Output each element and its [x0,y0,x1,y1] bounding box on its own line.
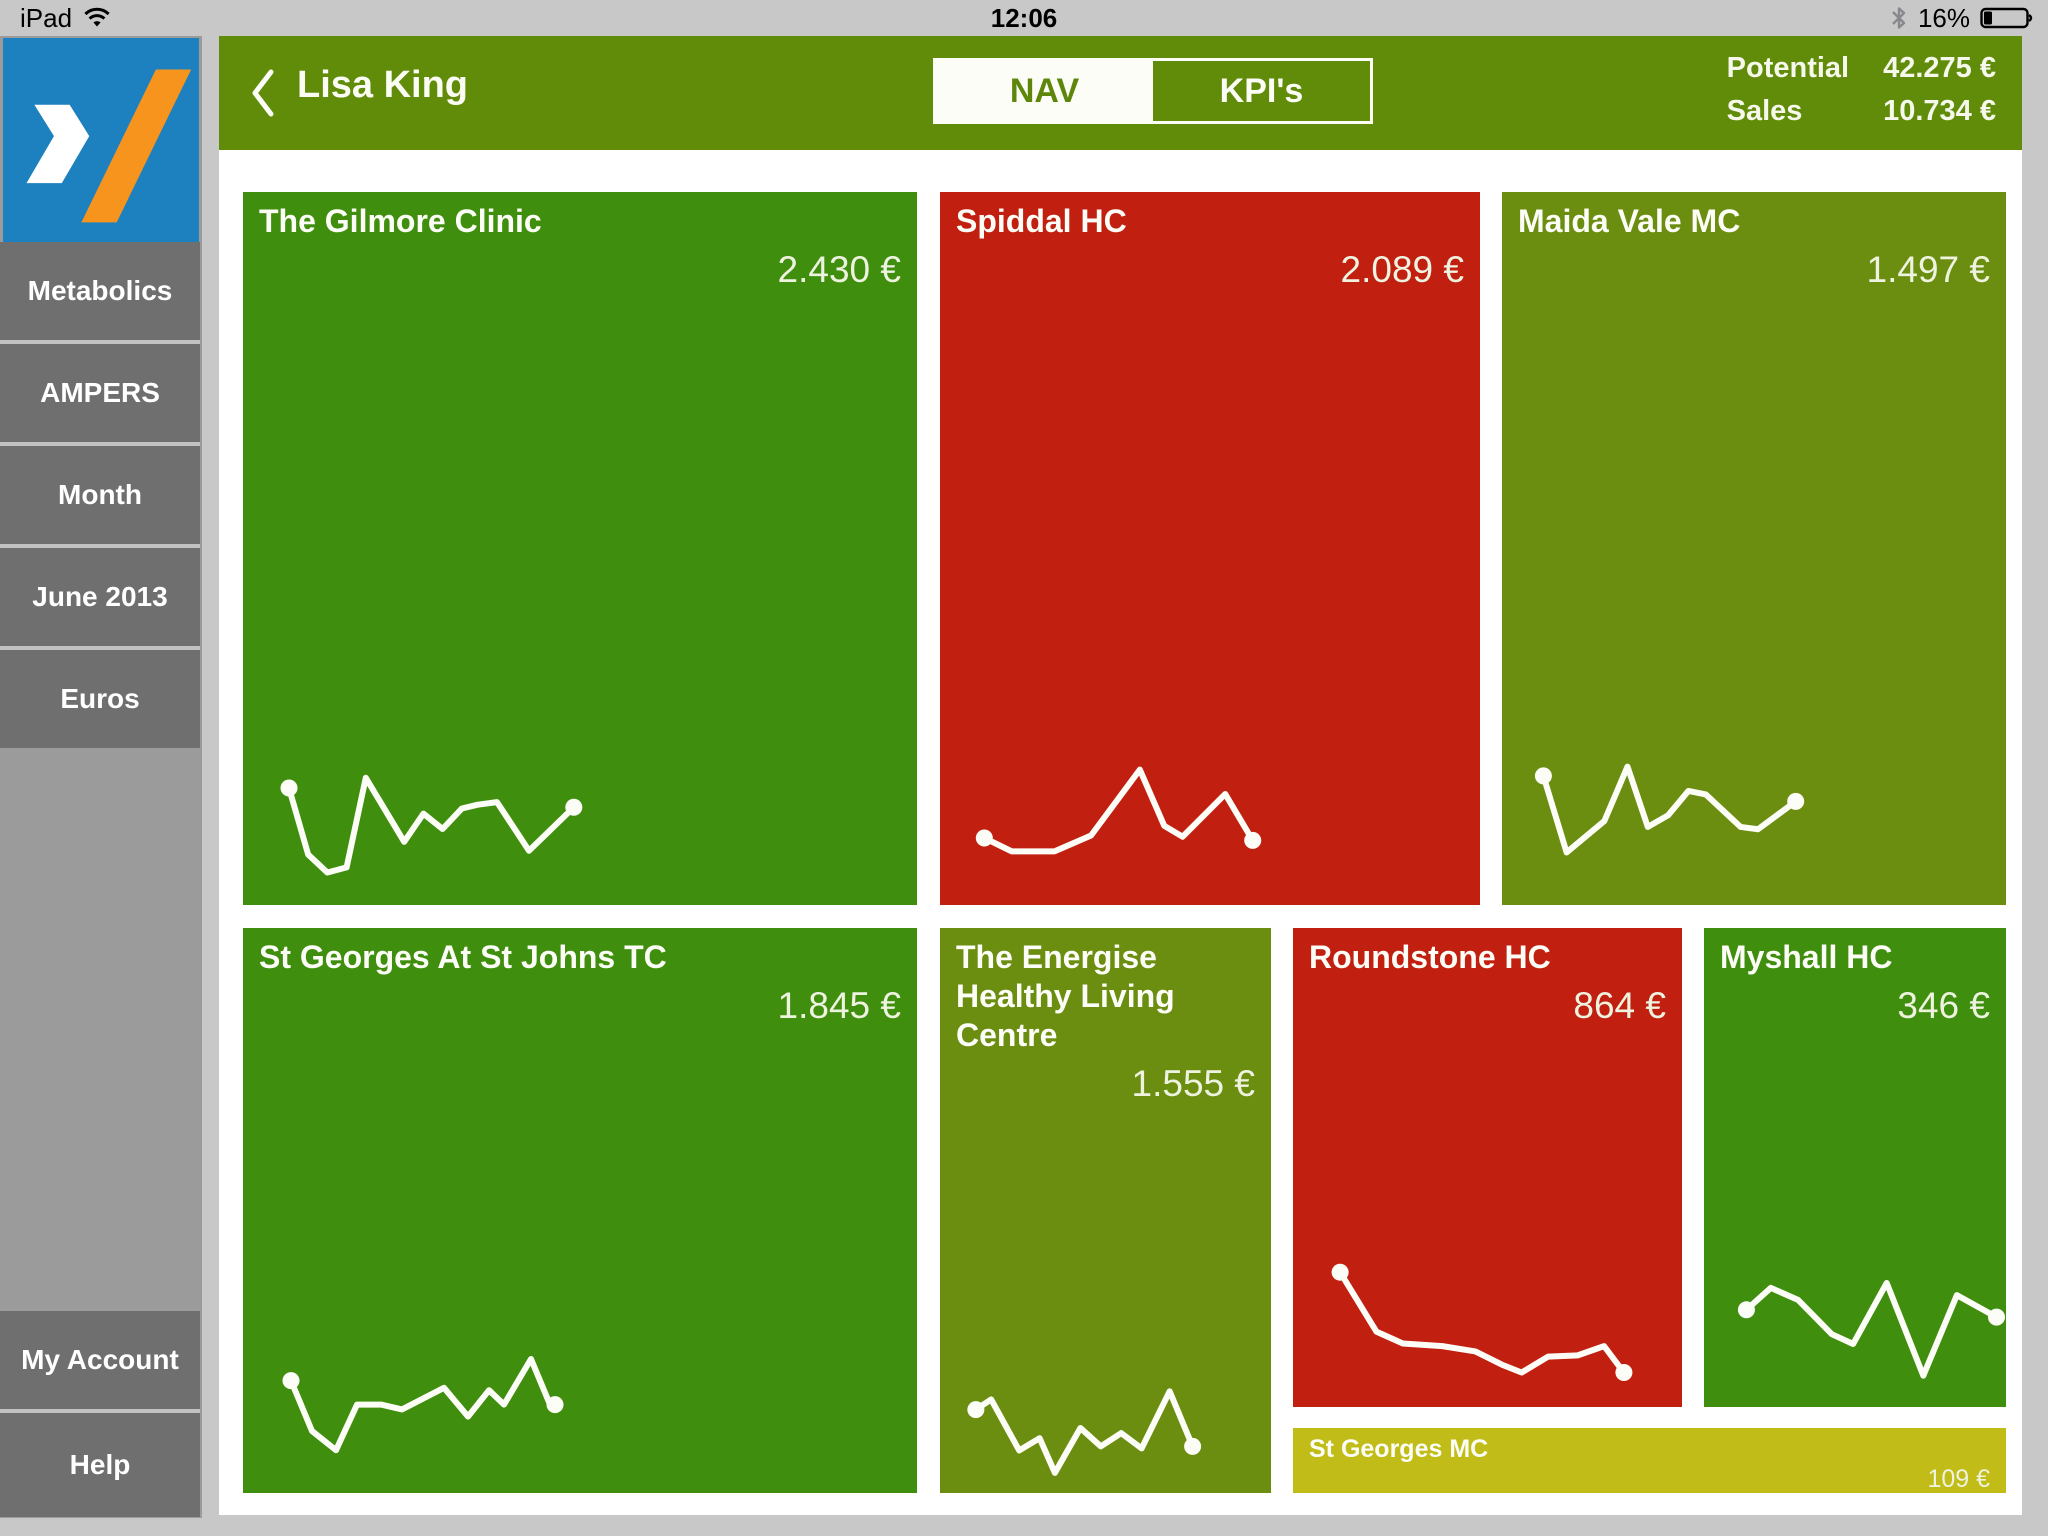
tile-value: 2.089 € [1340,249,1464,291]
back-button[interactable] [245,66,285,120]
tile-value: 2.430 € [777,249,901,291]
potential-label: Potential [1726,52,1850,84]
tile-title: Roundstone HC [1309,939,1551,975]
sidebar-item-euros[interactable]: Euros [0,650,200,748]
sparkline-chart [1526,755,1816,871]
sidebar-divider [0,646,200,650]
tile-title: St Georges At St Johns TC [259,939,667,975]
xing-logo-icon [26,69,192,223]
header-bar: Lisa King NAV KPI's Potential 42.275 € S… [219,36,2022,150]
nav-kpi-segmented-control: NAV KPI's [933,58,1373,124]
sidebar-item-label: Month [58,479,142,510]
tile-value: 1.555 € [1131,1063,1255,1105]
tile-maida-vale-mc[interactable]: Maida Vale MC 1.497 € [1502,192,2006,905]
sparkline-chart [273,765,593,893]
tile-roundstone-hc[interactable]: Roundstone HC 864 € [1293,928,1682,1407]
sidebar-item-label: June 2013 [32,581,168,612]
sparkline-chart [273,1347,573,1467]
sparkline-chart [1722,1261,2027,1383]
potential-value: 42.275 € [1883,52,1996,84]
tab-kpis[interactable]: KPI's [1219,71,1304,110]
sidebar-item-label: Help [69,1449,131,1480]
sidebar-item-my-account[interactable]: My Account [0,1311,200,1409]
tile-the-gilmore-clinic[interactable]: The Gilmore Clinic 2.430 € [243,192,917,905]
tile-spiddal-hc[interactable]: Spiddal HC 2.089 € [940,192,1480,905]
wifi-icon [84,7,110,27]
tile-value: 1.497 € [1866,249,1990,291]
sidebar-item-ampers[interactable]: AMPERS [0,344,200,442]
sidebar-item-label: Euros [60,683,140,714]
sidebar-divider [0,442,200,446]
sidebar-divider [0,340,200,344]
sidebar-divider [0,1409,200,1413]
sidebar-item-label: Metabolics [27,275,173,306]
tile-title: St Georges MC [1309,1435,1489,1463]
sidebar-item-june-2013[interactable]: June 2013 [0,548,200,646]
sidebar-item-label: AMPERS [40,377,160,408]
bluetooth-icon [1892,7,1906,29]
sidebar-item-month[interactable]: Month [0,446,200,544]
tile-value: 109 € [1927,1464,1990,1493]
sidebar-item-metabolics[interactable]: Metabolics [0,242,200,340]
tile-value: 864 € [1573,985,1666,1027]
battery-icon [1980,7,2033,29]
tile-title: Maida Vale MC [1518,203,1741,239]
page-title: Lisa King [297,64,469,106]
tile-myshall-hc[interactable]: Myshall HC 346 € [1704,928,2006,1407]
tile-title: Spiddal HC [956,203,1127,239]
sparkline-chart [1317,1259,1647,1391]
header-stats: Potential 42.275 € Sales 10.734 € [1727,52,1996,128]
sparkline-chart [966,755,1271,877]
treemap-canvas: The Gilmore Clinic 2.430 € Spiddal HC 2.… [219,150,2022,1515]
status-bar: iPad 12:06 16% [0,0,2048,36]
tile-value: 346 € [1897,985,1990,1027]
tile-title: The Energise Healthy Living Centre [956,939,1175,1054]
tile-title: The Gilmore Clinic [259,203,542,239]
sidebar-item-label: My Account [21,1344,179,1375]
sales-label: Sales [1726,95,1803,127]
tile-the-energise-healthy-living-centre[interactable]: The Energise Healthy Living Centre 1.555… [940,928,1271,1493]
tile-st-georges-at-st-johns-tc[interactable]: St Georges At St Johns TC 1.845 € [243,928,917,1493]
sparkline-chart [958,1377,1213,1479]
tile-value: 1.845 € [777,985,901,1027]
carrier-label: iPad [20,2,73,33]
sales-value: 10.734 € [1883,95,1996,127]
chevron-left-icon [252,69,274,117]
tile-st-georges-mc[interactable]: St Georges MC 109 € [1293,1428,2006,1493]
clock: 12:06 [990,2,1058,33]
sidebar-divider [0,544,200,548]
tile-title: Myshall HC [1720,939,1893,975]
xing-logo[interactable] [3,38,199,242]
battery-percent-label: 16% [1917,2,1970,33]
tab-nav[interactable]: NAV [936,61,1153,121]
sidebar-item-help[interactable]: Help [0,1413,200,1517]
